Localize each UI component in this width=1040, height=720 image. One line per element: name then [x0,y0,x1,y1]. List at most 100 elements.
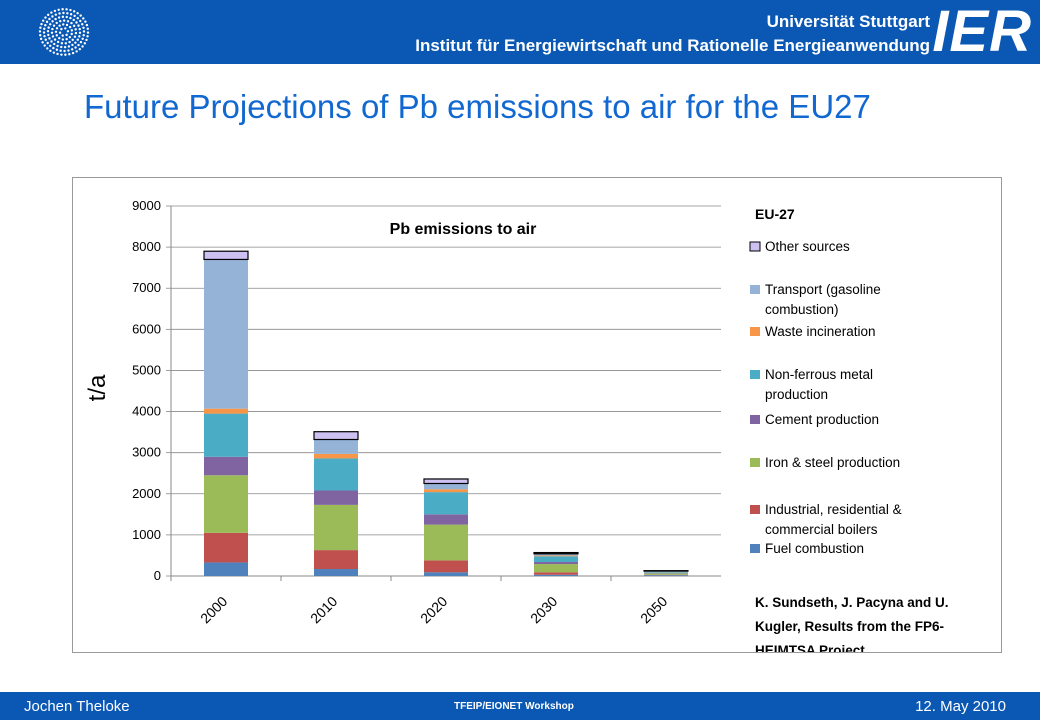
bar-segment [424,483,468,490]
logo-dot [82,17,85,20]
logo-dot [46,47,49,50]
bar-segment [313,431,359,441]
logo-dot [39,26,42,29]
legend-title: EU-27 [755,206,795,222]
logo-dot [49,23,52,26]
logo-dot [76,16,79,20]
logo-dot [60,42,64,45]
logo-dot [72,10,76,13]
logo-dot [65,8,68,11]
x-tick-label: 2020 [417,593,450,626]
legend-swatch [750,505,760,514]
logo-dot [41,19,45,22]
bar-segment [314,458,358,491]
logo-dot [43,44,46,47]
logo-dot [71,38,74,42]
logo-dot [69,8,72,12]
logo-dot [57,16,61,19]
logo-dot [70,21,73,25]
logo-dot [78,47,82,51]
logo-dot [48,17,51,21]
logo-dot [86,35,89,38]
slide-title: Future Projections of Pb emissions to ai… [84,88,871,125]
bar-segment [424,560,468,573]
legend-label: Industrial, residential & commercial boil… [765,502,902,537]
logo-dot [74,41,77,44]
y-tick-label: 3000 [132,445,161,460]
logo-dot [50,11,53,14]
bar-segment [533,551,579,555]
logo-dot [56,52,59,56]
legend-swatch [750,415,760,424]
legend-label: Transport (gasoline combustion) [765,282,881,317]
bar-segment [204,562,248,576]
bar-segment [534,562,578,565]
logo-dot [56,40,60,44]
bar-segment [644,575,688,576]
logo-dot [55,34,59,37]
footer-author: Jochen Theloke [24,698,130,715]
logo-dot [83,42,87,45]
logo-dot [46,41,49,45]
logo-dot [78,35,81,38]
logo-dot [72,18,75,22]
logo-dot [56,44,59,48]
bar-segment [204,475,248,533]
ier-logo: IER [932,0,1032,64]
logo-dot [39,33,42,37]
logo-dot [62,11,65,15]
logo-dot [44,16,47,19]
logo-dot [62,23,65,26]
legend-swatch [749,241,761,252]
logo-dot [74,46,77,49]
bar-segment [534,564,578,573]
logo-dot [52,51,56,54]
bar-segment [314,569,358,576]
logo-dot [44,24,47,27]
logo-dot [82,26,85,29]
logo-dot [45,20,49,24]
legend-label: Other sources [765,239,850,254]
logo-dot [85,38,88,42]
bar-segment [314,453,358,459]
logo-dot [50,31,54,35]
header-bar: Universität Stuttgart Institut für Energ… [0,0,1040,64]
logo-dot [41,41,44,44]
logo-dot [58,36,61,40]
logo-dot [46,30,50,33]
logo-dot [58,24,61,27]
x-tick-label: 2000 [197,593,230,626]
logo-dot [59,49,62,52]
logo-dot [67,45,71,48]
logo-dot [65,23,69,27]
logo-dot [47,33,50,37]
logo-dot [79,40,83,44]
logo-dot [61,38,65,41]
logo-dot [84,20,87,23]
logo-dot [68,53,71,56]
bar-segment [314,439,358,454]
bar-segment [314,504,358,551]
logo-dot [69,16,72,20]
logo-dot [51,35,55,38]
y-tick-label: 1000 [132,527,161,542]
logo-dot [43,35,46,38]
y-tick-label: 7000 [132,280,161,295]
logo-dot [61,8,64,11]
logo-dot [39,37,43,41]
legend-label: Fuel combustion [765,541,864,556]
logo-dot [57,8,60,11]
university-logo-icon [38,8,90,56]
bar-segment [424,489,468,493]
logo-dot [86,27,89,31]
logo-dot [72,24,76,28]
y-tick-label: 6000 [132,321,161,336]
bar-segment [534,556,578,563]
legend-label: Iron & steel production [765,455,900,470]
logo-dot [63,45,67,49]
logo-dot [79,19,82,23]
bar-segment [534,553,578,556]
bar-segment [204,532,248,563]
logo-dot [67,49,70,52]
logo-dot [81,23,84,26]
